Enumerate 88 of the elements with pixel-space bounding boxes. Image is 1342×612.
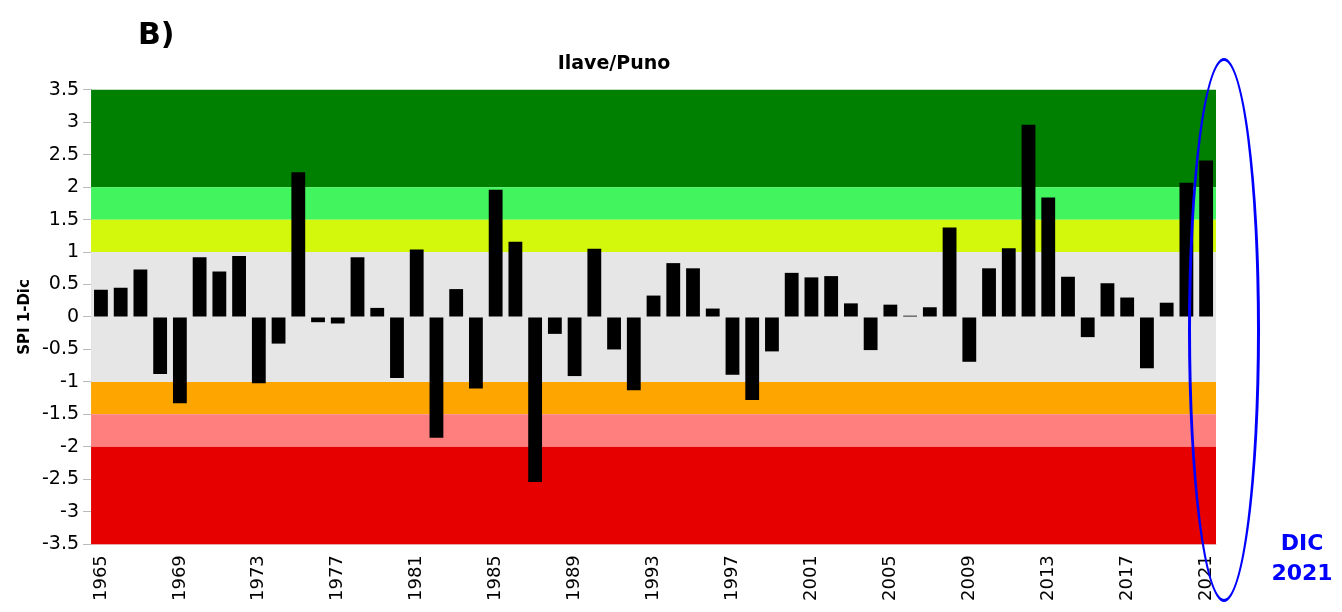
bar xyxy=(646,295,661,317)
bar xyxy=(449,289,464,317)
bar xyxy=(153,317,168,375)
text: B) xyxy=(138,16,175,51)
y-tick-label: -3 xyxy=(60,498,80,521)
bar xyxy=(784,272,799,317)
bar xyxy=(1120,297,1135,317)
bar xyxy=(922,307,937,317)
bar xyxy=(350,257,365,317)
bar xyxy=(547,317,562,334)
y-tick-label: -1 xyxy=(60,368,80,391)
bar xyxy=(1021,124,1036,317)
bar xyxy=(390,317,404,379)
y-tick-label: -1.5 xyxy=(41,401,80,424)
y-tick-label: -2 xyxy=(60,433,80,456)
y-axis-title: SPI 1-Dic xyxy=(14,279,33,355)
bar xyxy=(232,255,246,317)
bar xyxy=(94,289,108,317)
y-tick-label: 2 xyxy=(66,174,80,197)
bar xyxy=(883,304,898,317)
x-tick-label: 2017 xyxy=(1114,555,1136,601)
bar xyxy=(1041,197,1056,317)
bar xyxy=(765,317,779,352)
bar xyxy=(113,287,128,317)
bar xyxy=(133,269,148,317)
bar xyxy=(587,248,602,317)
bar xyxy=(1199,160,1214,317)
text: DIC 2021 xyxy=(1270,529,1334,587)
bar xyxy=(192,257,207,317)
bar xyxy=(409,249,424,317)
bar xyxy=(942,227,957,317)
x-tick-label: 1985 xyxy=(483,555,505,601)
y-tick-label: 2.5 xyxy=(48,141,80,164)
bar xyxy=(370,307,385,317)
bar xyxy=(172,317,187,404)
x-tick-label: 1993 xyxy=(641,555,663,601)
bar xyxy=(1100,283,1115,317)
bar xyxy=(251,317,266,384)
x-tick-label: 2009 xyxy=(956,555,978,601)
x-tick-label: 1997 xyxy=(720,555,742,601)
bar xyxy=(330,317,345,324)
bar xyxy=(508,241,523,317)
y-tick-label: -3.5 xyxy=(41,531,80,554)
y-tick-label: -2.5 xyxy=(41,466,80,489)
bar xyxy=(488,189,503,317)
bar xyxy=(311,317,325,323)
bar xyxy=(1061,276,1075,317)
bar xyxy=(469,317,483,389)
x-tick-label: 1989 xyxy=(562,555,584,601)
bar xyxy=(1159,302,1174,317)
x-tick-label: 2001 xyxy=(799,555,821,601)
y-tick-label: 1 xyxy=(66,239,80,262)
x-tick-label: 1973 xyxy=(246,555,268,601)
chart-title: Ilave/Puno xyxy=(557,51,671,74)
bar xyxy=(212,271,227,317)
y-tick-label: 3 xyxy=(66,109,80,132)
x-tick-label: 2021 xyxy=(1193,555,1215,601)
bar xyxy=(804,277,819,317)
bar xyxy=(626,317,641,391)
bar xyxy=(291,172,306,317)
x-tick-label: 1969 xyxy=(167,555,189,601)
x-tick-label: 2013 xyxy=(1035,555,1057,601)
bar xyxy=(528,317,543,482)
bar xyxy=(962,317,977,362)
x-tick-label: 2005 xyxy=(878,555,900,601)
bar xyxy=(666,263,681,317)
y-tick-label: 0.5 xyxy=(48,271,80,294)
bar xyxy=(824,276,839,317)
bar xyxy=(1001,248,1016,317)
y-tick-label: 0 xyxy=(66,303,80,326)
y-tick-label: 1.5 xyxy=(48,206,80,229)
y-tick-label: -0.5 xyxy=(41,336,80,359)
bar xyxy=(1080,317,1095,338)
bar xyxy=(843,303,858,317)
bar xyxy=(982,268,996,317)
bar xyxy=(725,317,740,375)
x-tick-label: 1981 xyxy=(404,555,426,601)
bar xyxy=(863,317,878,351)
bar xyxy=(271,317,286,344)
bar xyxy=(429,317,444,438)
bar xyxy=(607,317,621,350)
bar xyxy=(745,317,760,401)
x-tick-label: 1965 xyxy=(88,555,110,601)
bar xyxy=(567,317,582,377)
y-tick-label: 3.5 xyxy=(48,76,80,99)
bar xyxy=(1140,317,1154,369)
x-tick-label: 1977 xyxy=(325,555,347,601)
bar xyxy=(686,268,700,317)
